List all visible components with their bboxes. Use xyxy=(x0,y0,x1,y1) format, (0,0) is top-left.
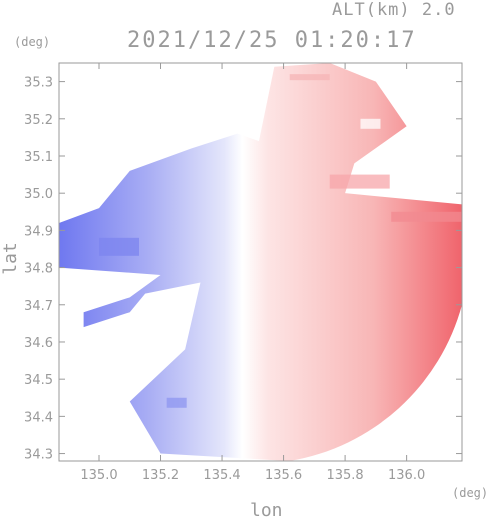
y-tick-label: 34.3 xyxy=(24,448,53,463)
radar-echo-field xyxy=(59,63,462,461)
echo-patch xyxy=(329,174,390,189)
x-tick-label: 135.8 xyxy=(326,468,363,483)
y-tick-label: 34.6 xyxy=(24,336,53,351)
y-tick-label: 35.2 xyxy=(24,113,53,128)
echo-patch xyxy=(289,74,330,81)
x-tick-label: 135.2 xyxy=(142,468,179,483)
echo-patch xyxy=(360,118,381,129)
x-tick-label: 135.0 xyxy=(80,468,117,483)
x-axis-ticks: 135.0 135.2 135.4 135.6 135.8 136.0 xyxy=(80,63,425,483)
y-tick-label: 35.3 xyxy=(24,76,53,91)
y-tick-label: 34.4 xyxy=(24,410,53,425)
y-tick-label: 35.0 xyxy=(24,187,53,202)
echo-patch xyxy=(166,397,187,408)
x-tick-label: 135.4 xyxy=(203,468,240,483)
x-axis-label: lon xyxy=(250,500,283,521)
echo-patch xyxy=(98,237,139,256)
y-tick-label: 35.1 xyxy=(24,150,53,165)
x-tick-label: 135.6 xyxy=(265,468,302,483)
y-axis-unit: (deg) xyxy=(14,35,51,49)
y-tick-label: 34.8 xyxy=(24,262,53,277)
y-tick-label: 34.7 xyxy=(24,299,53,314)
echo-patch xyxy=(391,211,462,222)
altitude-label: ALT(km) 2.0 xyxy=(332,0,456,20)
y-tick-label: 34.9 xyxy=(24,224,53,239)
y-tick-label: 34.5 xyxy=(24,373,53,388)
y-axis-ticks: 34.3 34.4 34.5 34.6 34.7 34.8 34.9 35.0 35.1 35.2… xyxy=(24,76,462,463)
x-axis-unit: (deg) xyxy=(452,486,489,500)
velocity-field xyxy=(59,63,462,461)
plot-frame xyxy=(58,62,463,462)
x-tick-label: 136.0 xyxy=(388,468,425,483)
timestamp-title: 2021/12/25 01:20:17 xyxy=(127,28,417,53)
